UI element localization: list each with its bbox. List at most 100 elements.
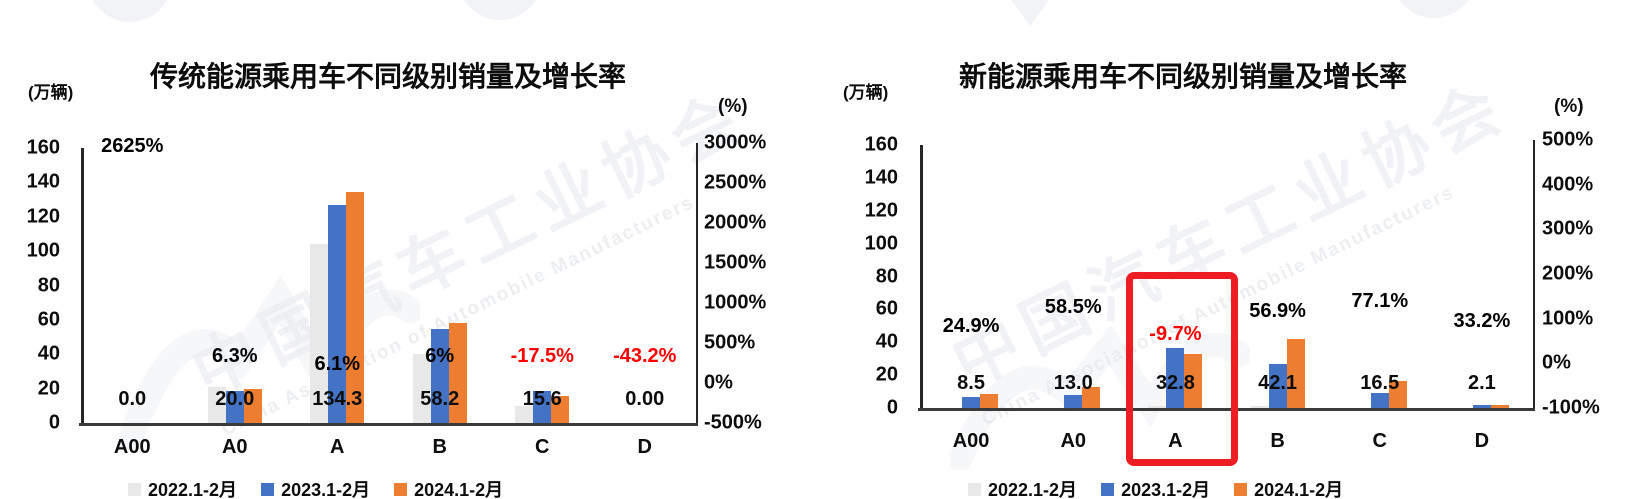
legend-item: 2023.1-2月 — [1101, 476, 1210, 499]
secondary-axis-tick-label: 500% — [704, 331, 756, 354]
y-axis-tick-label: 160 — [26, 136, 60, 159]
bar-2023.1-2月 — [1064, 394, 1083, 408]
bar-2024.1-2月 — [448, 322, 467, 423]
secondary-axis-tick-label: 1500% — [704, 251, 767, 274]
legend-swatch — [261, 482, 275, 496]
value-label: 8.5 — [957, 372, 985, 394]
secondary-axis-tick-label: 1000% — [704, 291, 767, 314]
y-axis-tick-label: 80 — [875, 265, 898, 287]
left-axis-unit: (万辆) — [28, 83, 74, 102]
legend-item: 2022.1-2月 — [128, 476, 237, 499]
value-label: 20.0 — [215, 388, 255, 410]
bar-2024.1-2月 — [980, 394, 999, 408]
value-label: 134.3 — [312, 388, 363, 410]
secondary-axis-tick-label: 3000% — [704, 131, 767, 154]
bar-2022.1-2月 — [515, 405, 534, 423]
y-axis-right — [696, 143, 698, 425]
x-axis-category-label: A — [1168, 430, 1183, 452]
x-axis-category-label: D — [637, 436, 652, 458]
growth-rate-label: -43.2% — [613, 345, 677, 367]
right-axis-unit: (%) — [1554, 96, 1584, 117]
watermark-logo-swoosh — [120, 275, 420, 450]
watermark-circle — [88, 0, 172, 22]
legend-item: 2023.1-2月 — [261, 476, 370, 499]
bar-2024.1-2月 — [1490, 404, 1509, 408]
secondary-axis-tick-label: 400% — [1542, 173, 1594, 196]
secondary-axis-tick-label: -100% — [1542, 396, 1600, 419]
value-label: 0.00 — [625, 388, 665, 410]
x-axis — [79, 423, 698, 426]
secondary-axis-tick-label: 300% — [1542, 217, 1594, 240]
bar-2023.1-2月 — [1268, 363, 1287, 408]
x-axis-category-label: A — [330, 436, 345, 458]
x-axis-category-label: B — [432, 436, 447, 458]
growth-rate-label: 2625% — [101, 135, 164, 157]
growth-rate-label: -17.5% — [510, 345, 574, 367]
bar-2023.1-2月 — [1472, 405, 1491, 408]
x-axis — [918, 408, 1535, 411]
legend-swatch — [394, 482, 408, 496]
legend-swatch — [1101, 482, 1115, 496]
y-axis-tick-label: 120 — [26, 205, 60, 228]
growth-rate-label: 33.2% — [1453, 310, 1511, 332]
secondary-axis-tick-label: 500% — [1542, 128, 1594, 151]
watermark-en-text: China Association of Automobile Manufact… — [218, 191, 699, 441]
watermark-glyph — [1008, 0, 1052, 26]
y-axis-tick-label: 140 — [864, 166, 898, 189]
y-axis-tick-label: 80 — [37, 274, 60, 296]
secondary-axis-tick-label: 0% — [704, 371, 733, 394]
secondary-axis-tick-label: 200% — [1542, 262, 1594, 285]
y-axis-tick-label: 40 — [875, 330, 898, 353]
legend-swatch — [1234, 482, 1248, 496]
bar-2022.1-2月 — [1148, 405, 1167, 408]
bar-2022.1-2月 — [310, 244, 329, 423]
growth-rate-label: 6.1% — [314, 353, 361, 375]
legend-label: 2024.1-2月 — [1254, 480, 1344, 499]
bar-2024.1-2月 — [346, 192, 365, 423]
bar-2023.1-2月 — [430, 328, 449, 423]
bar-2022.1-2月 — [1250, 406, 1269, 408]
y-axis-tick-label: 100 — [26, 239, 60, 262]
x-axis-category-label: A00 — [952, 430, 990, 452]
y-axis-left — [81, 148, 84, 425]
bar-2024.1-2月 — [1388, 380, 1407, 408]
growth-rate-label: 24.9% — [942, 315, 1000, 337]
x-axis-category-label: A0 — [1060, 430, 1087, 452]
y-axis-tick-label: 20 — [875, 363, 898, 386]
legend-swatch — [128, 482, 141, 496]
bar-2022.1-2月 — [207, 386, 226, 423]
growth-rate-label: 6% — [425, 345, 455, 367]
legend-label: 2022.1-2月 — [988, 480, 1078, 499]
x-axis-category-label: A00 — [113, 436, 151, 458]
watermark-circle — [458, 0, 542, 20]
value-label: 32.8 — [1155, 372, 1195, 394]
bar-2024.1-2月 — [1286, 338, 1305, 408]
y-axis-tick-label: 140 — [26, 170, 60, 193]
bar-2024.1-2月 — [551, 396, 570, 423]
value-label: 42.1 — [1258, 372, 1298, 394]
y-axis-right — [1533, 140, 1535, 410]
growth-rate-label: 58.5% — [1044, 296, 1102, 318]
legend-label: 2023.1-2月 — [1121, 480, 1211, 499]
y-axis-tick-label: 20 — [37, 377, 60, 400]
x-axis-category-label: C — [1372, 430, 1387, 452]
legend: 2022.1-2月 2023.1-2月 2024.1-2月 — [128, 476, 503, 499]
legend-item: 2022.1-2月 — [968, 476, 1077, 499]
growth-rate-label: 6.3% — [211, 345, 258, 367]
bar-2022.1-2月 — [412, 354, 431, 423]
value-label: 58.2 — [420, 388, 460, 410]
legend: 2022.1-2月 2023.1-2月 2024.1-2月 — [968, 476, 1343, 499]
bar-2023.1-2月 — [962, 396, 981, 408]
legend-label: 2023.1-2月 — [281, 480, 371, 499]
value-label: 13.0 — [1053, 372, 1093, 394]
y-axis-tick-label: 40 — [37, 342, 60, 365]
bar-2023.1-2月 — [328, 205, 347, 423]
right-axis-unit: (%) — [718, 96, 748, 117]
value-label: 15.6 — [522, 388, 562, 410]
secondary-axis-tick-label: -500% — [704, 411, 762, 434]
growth-rate-label: 77.1% — [1351, 290, 1409, 312]
y-axis-tick-label: 60 — [875, 297, 898, 320]
watermark-circle — [1392, 0, 1476, 18]
x-axis-category-label: B — [1270, 430, 1285, 452]
bar-2024.1-2月 — [1184, 354, 1203, 408]
